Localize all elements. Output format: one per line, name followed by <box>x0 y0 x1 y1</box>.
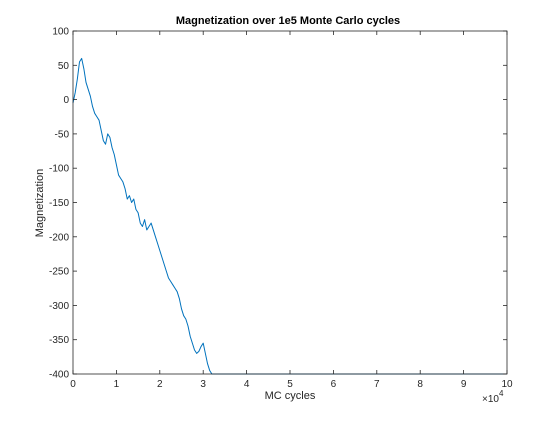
y-tick-label: -200 <box>49 232 69 243</box>
plot-area <box>73 31 507 374</box>
y-tick-label: 0 <box>63 95 69 106</box>
x-axis-exponent: ×10 4 <box>482 389 504 405</box>
x-tick-label: 5 <box>287 379 293 390</box>
y-tick-label: -50 <box>55 129 70 140</box>
x-exponent-power: 4 <box>499 389 504 398</box>
x-tick-label: 8 <box>417 379 423 390</box>
y-tick-label: 50 <box>58 61 70 72</box>
y-axis-ticks: 100 50 0 -50 -100 -150 -200 -250 -300 -350 -400 <box>49 27 507 381</box>
x-exponent-base: ×10 <box>482 394 499 405</box>
x-axis-ticks: 0 1 2 3 4 5 6 7 8 9 10 <box>70 31 513 390</box>
y-tick-label: -250 <box>49 267 69 278</box>
x-tick-label: 10 <box>501 379 513 390</box>
x-tick-label: 2 <box>157 379 163 390</box>
y-tick-label: -150 <box>49 198 69 209</box>
x-tick-label: 0 <box>70 379 76 390</box>
y-axis-label: Magnetization <box>34 169 46 238</box>
x-tick-label: 6 <box>331 379 337 390</box>
plot-background <box>73 31 507 374</box>
y-tick-label: -300 <box>49 301 69 312</box>
y-tick-label: -350 <box>49 335 69 346</box>
x-tick-label: 1 <box>114 379 120 390</box>
y-tick-label: 100 <box>52 27 69 38</box>
y-tick-label: -400 <box>49 370 69 381</box>
x-axis-label: MC cycles <box>265 390 316 402</box>
x-tick-label: 9 <box>461 379 467 390</box>
x-tick-label: 4 <box>244 379 250 390</box>
x-tick-label: 7 <box>374 379 380 390</box>
y-tick-label: -100 <box>49 164 69 175</box>
chart-title: Magnetization over 1e5 Monte Carlo cycle… <box>176 15 400 27</box>
x-tick-label: 3 <box>200 379 206 390</box>
